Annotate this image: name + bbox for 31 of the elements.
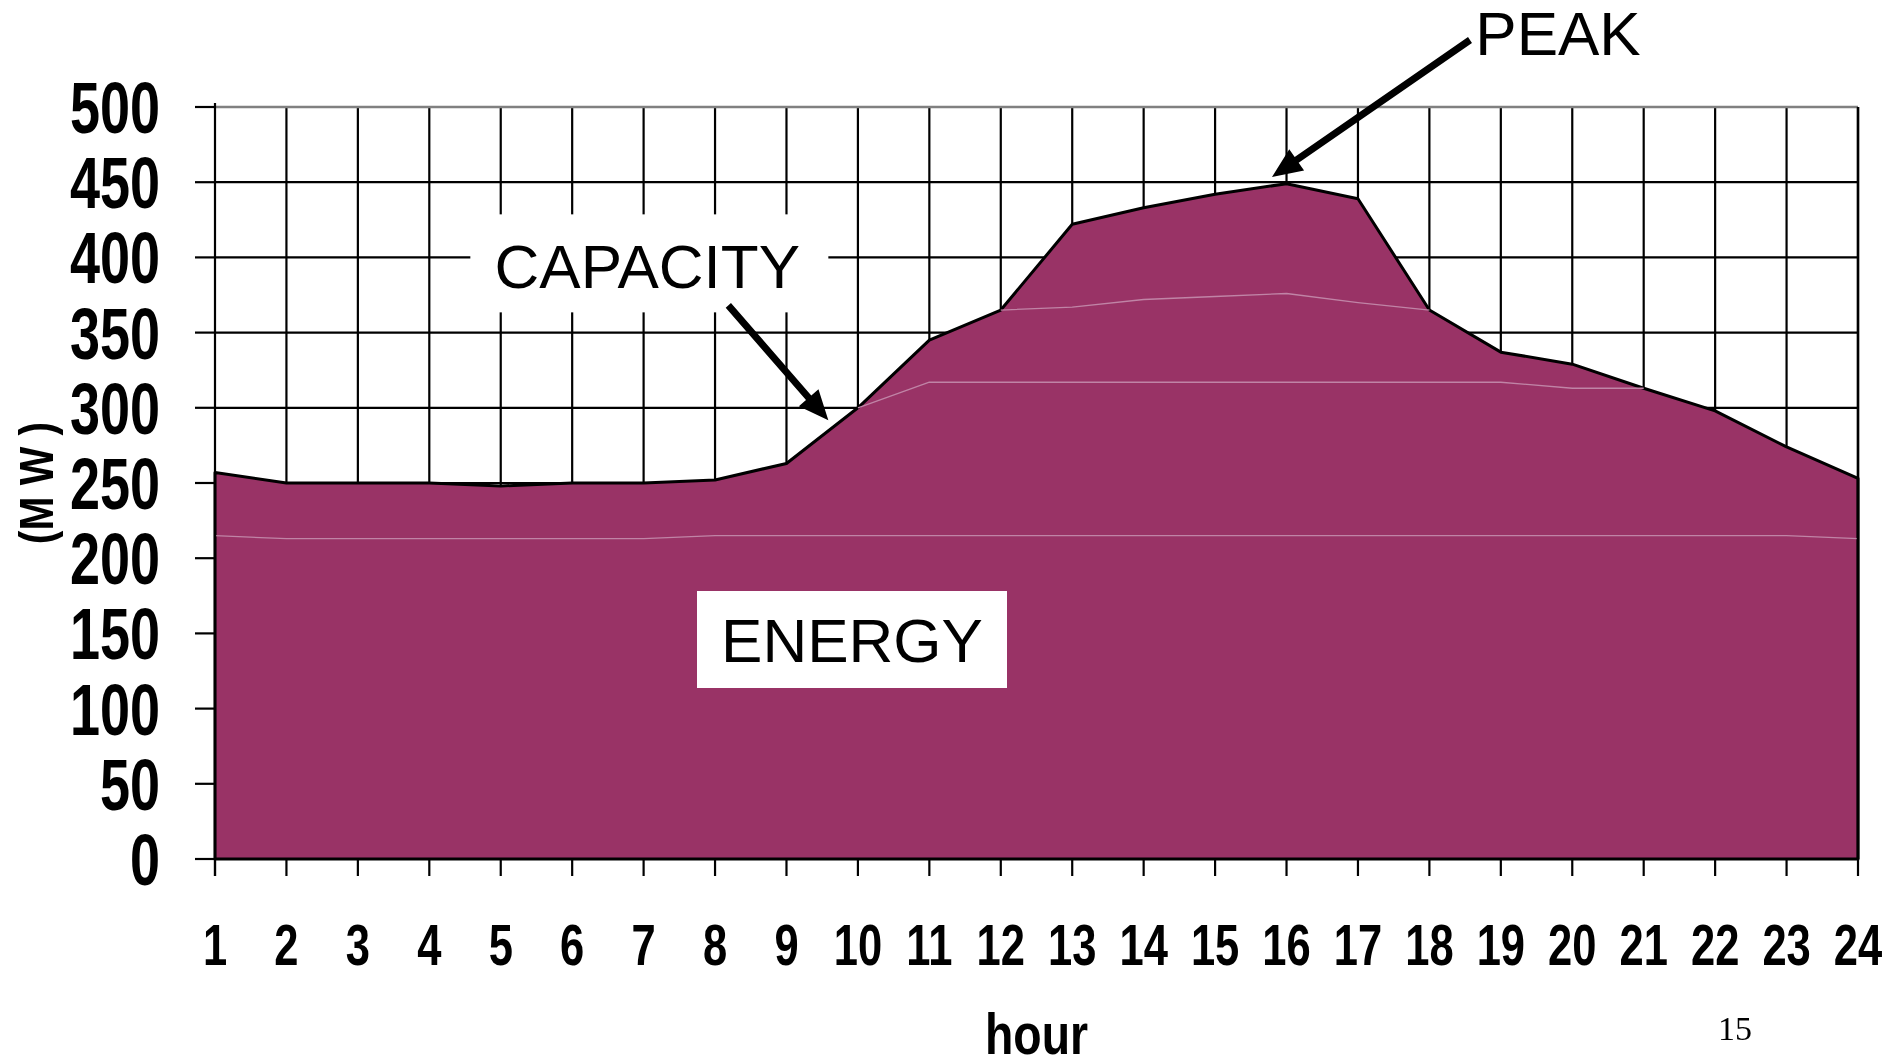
x-tick-label: 3 [345, 912, 370, 978]
x-tick-label: 14 [1119, 912, 1169, 978]
x-tick-label: 6 [560, 912, 585, 978]
x-tick-label: 22 [1690, 912, 1740, 978]
x-tick-label: 10 [833, 912, 883, 978]
x-tick-label: 4 [417, 912, 442, 978]
text: 15 [1718, 1010, 1752, 1048]
x-tick-label: 7 [631, 912, 656, 978]
x-tick-label: 8 [702, 912, 728, 978]
x-tick-label: 12 [976, 912, 1025, 978]
x-tick-label: 20 [1548, 912, 1597, 978]
x-tick-label: 15 [1190, 912, 1240, 978]
x-tick-label: 18 [1405, 912, 1454, 978]
y-axis-title: (M W ) [10, 421, 63, 545]
x-tick-label: 5 [488, 912, 513, 978]
x-tick-label: 9 [774, 912, 799, 978]
x-tick-label: 24 [1833, 912, 1883, 978]
x-tick-label: 17 [1333, 912, 1383, 978]
text: PEAK [1475, 0, 1641, 69]
x-tick-label: 2 [274, 912, 299, 978]
x-tick-label: 13 [1048, 912, 1097, 978]
line-series [1000, 292, 1431, 311]
x-tick-label: 19 [1476, 912, 1526, 978]
annotation: CAPACITY [494, 231, 801, 301]
x-tick-label: 1 [202, 912, 228, 978]
x-tick-label: 23 [1762, 912, 1811, 978]
x-tick-label: 21 [1619, 912, 1668, 978]
x-tick-label: 11 [906, 912, 953, 978]
annotation: ENERGY [721, 606, 983, 676]
x-axis-title: hour [984, 1000, 1089, 1059]
x-tick-label: 16 [1262, 912, 1311, 978]
